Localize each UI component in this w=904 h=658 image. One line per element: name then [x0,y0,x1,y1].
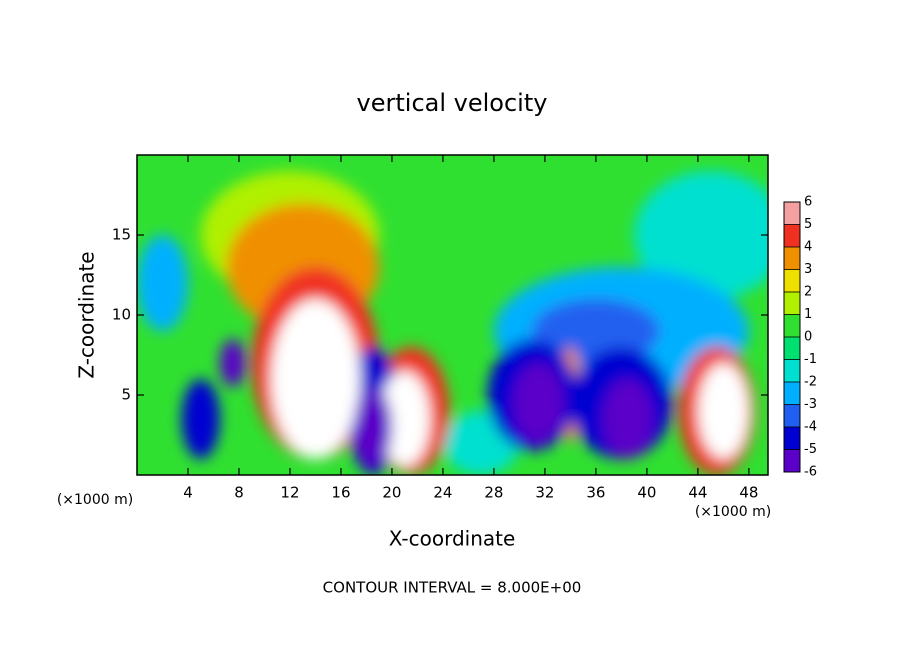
y-axis-label: Z-coordinate [75,251,99,378]
x-tick-label: 44 [688,484,707,502]
footer: CONTOUR INTERVAL = 8.000E+00 [323,579,582,597]
colorbar-swatch [784,337,800,360]
x-axis-label: X-coordinate [389,527,516,551]
x-tick-label: 48 [739,484,758,502]
colorbar-swatch [784,404,800,427]
x-tick-label: 40 [637,484,656,502]
x-tick-label: 36 [586,484,605,502]
colorbar-swatch [784,224,800,247]
x-tick-label: 20 [382,484,401,502]
y-tick-label: 5 [121,386,131,404]
colorbar-tick-label: 6 [804,195,812,210]
colorbar-tick-label: -3 [804,397,817,412]
colorbar-tick-label: -6 [804,465,817,480]
field-blob [137,235,188,331]
field-blob [353,387,392,467]
colorbar-tick-label: -5 [804,442,817,457]
x-tick-label: 28 [484,484,503,502]
field [137,155,768,475]
field-blob [181,379,220,459]
field-blob [634,171,768,299]
colorbar-tick-label: -1 [804,352,817,367]
colorbar-swatch [784,292,800,315]
x-unit-left: (×1000 m) [57,492,133,508]
field-blob [379,371,431,467]
colorbar-swatch [784,449,800,472]
colorbar-swatch [784,359,800,382]
y-tick-label: 10 [112,306,131,324]
field-blob [219,339,246,387]
x-tick-label: 16 [331,484,350,502]
colorbar-tick-label: 2 [804,285,812,300]
field-blob [697,363,749,459]
colorbar-swatch [784,314,800,337]
chart-title: vertical velocity [357,89,548,117]
colorbar-tick-label: 0 [804,330,812,345]
field-blob [532,299,660,363]
x-tick-label: 8 [234,484,244,502]
x-tick-label: 4 [183,484,193,502]
field-blobs [137,171,768,475]
field-blob [270,299,361,459]
colorbar-swatch [784,427,800,450]
field-blob [602,379,654,459]
colorbar-tick-label: 1 [804,307,812,322]
y-tick-label: 15 [112,226,131,244]
colorbar-swatch [784,382,800,405]
colorbar-swatch [784,269,800,292]
colorbar-swatch [784,247,800,270]
colorbar-tick-label: 5 [804,217,812,232]
colorbar-swatch [784,202,800,225]
x-unit-right: (×1000 m) [695,504,771,520]
colorbar-tick-label: 3 [804,262,812,277]
colorbar-tick-label: -2 [804,375,817,390]
x-tick-label: 32 [535,484,554,502]
x-tick-label: 12 [280,484,299,502]
x-tick-label: 24 [433,484,452,502]
colorbar-tick-label: -4 [804,420,817,435]
colorbar-tick-label: 4 [804,240,812,255]
field-blob [513,363,565,443]
